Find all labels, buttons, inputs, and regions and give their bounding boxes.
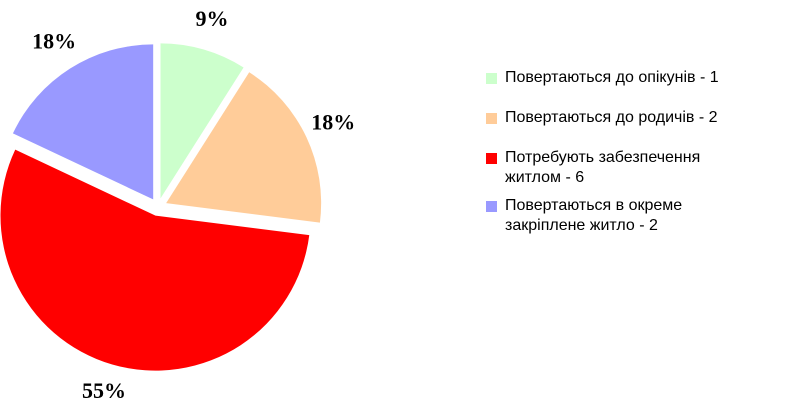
legend-swatch: [486, 113, 497, 124]
pie-slice: [12, 44, 154, 200]
legend: Повертаються до опікунів - 1 Повертаються…: [486, 68, 806, 236]
data-label: 9%: [196, 6, 229, 31]
legend-item: Повертаються до опікунів - 1: [486, 68, 785, 88]
pie-slice: [0, 149, 310, 371]
legend-label: Повертаються до родичів - 2: [505, 109, 718, 126]
legend-label: Повертаються до опікунів - 1: [505, 69, 719, 86]
legend-label: Потребують забезпечення житлом - 6: [505, 149, 701, 186]
pie-slice: [160, 43, 244, 199]
legend-swatch: [486, 73, 497, 84]
data-label: 18%: [32, 28, 76, 53]
legend-swatch: [486, 153, 497, 164]
pie-slice: [166, 72, 322, 223]
data-label: 18%: [311, 110, 355, 135]
legend-item: Повертаються в окреме закріплене житло -…: [486, 196, 755, 236]
legend-swatch: [486, 201, 497, 212]
legend-item: Повертаються до родичів - 2: [486, 108, 785, 128]
legend-item: Потребують забезпечення житлом - 6: [486, 148, 755, 188]
data-label: 55%: [82, 378, 126, 403]
legend-label: Повертаються в окреме закріплене житло -…: [505, 197, 683, 234]
